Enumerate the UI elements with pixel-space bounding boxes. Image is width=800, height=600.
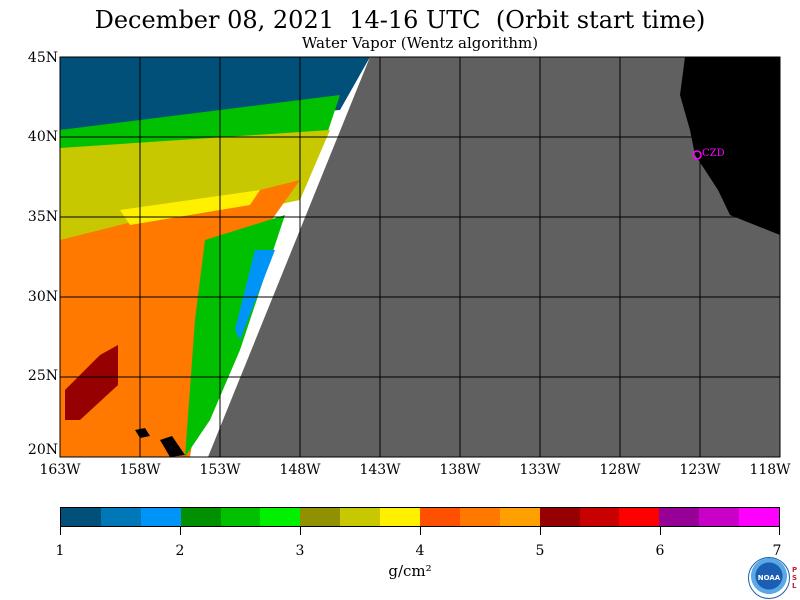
lon-label-128w: 128W [599, 462, 641, 478]
map-title: December 08, 2021 14-16 UTC (Orbit start… [94, 6, 706, 34]
noaa-logo: NOAA [748, 557, 790, 599]
colorbar-segment-6 [260, 508, 301, 526]
colorbar-segment-12 [499, 508, 540, 526]
station-label: CZD [702, 148, 725, 159]
swath-yellow-strip [120, 190, 260, 225]
lat-label-20n: 20N [27, 442, 58, 458]
colorbar-segment-7 [300, 508, 341, 526]
colorbar-segment-17 [699, 508, 740, 526]
colorbar-label-2: 2 [175, 543, 185, 559]
colorbar-segment-9 [380, 508, 421, 526]
lat-label-25n: 25N [27, 368, 58, 384]
colorbar-segment-10 [420, 508, 460, 526]
lat-label-40n: 40N [27, 129, 58, 145]
colorbar [60, 507, 780, 527]
land-north-america [680, 57, 780, 235]
colorbar-segment-1 [61, 508, 101, 526]
colorbar-segment-2 [100, 508, 141, 526]
land-hawaii [135, 428, 150, 438]
lon-label-158w: 158W [119, 462, 161, 478]
colorbar-segment-15 [619, 508, 660, 526]
colorbar-segment-13 [539, 508, 580, 526]
colorbar-segment-5 [220, 508, 261, 526]
lat-label-30n: 30N [27, 289, 58, 305]
colorbar-segment-11 [459, 508, 500, 526]
lon-label-148w: 148W [279, 462, 321, 478]
colorbar-segment-14 [579, 508, 620, 526]
psl-logo: P S L [792, 566, 798, 590]
units-label: g/cm² [388, 562, 432, 580]
colorbar-segment-18 [739, 508, 780, 526]
colorbar-segment-3 [140, 508, 181, 526]
lon-label-153w: 153W [199, 462, 241, 478]
map-subtitle: Water Vapor (Wentz algorithm) [301, 34, 539, 52]
swath-dark-red [65, 345, 118, 420]
colorbar-label-3: 3 [295, 543, 305, 559]
colorbar-label-4: 4 [415, 543, 425, 559]
lon-label-133w: 133W [519, 462, 561, 478]
lon-label-138w: 138W [439, 462, 481, 478]
colorbar-segment-16 [659, 508, 700, 526]
lon-label-163w: 163W [39, 462, 81, 478]
colorbar-label-1: 1 [55, 543, 65, 559]
colorbar-label-5: 5 [535, 543, 545, 559]
land-hawaii-2 [160, 436, 185, 457]
lon-label-123w: 123W [679, 462, 721, 478]
swath-blue-core [235, 250, 275, 340]
no-data-region [208, 57, 780, 457]
station-marker [692, 150, 702, 160]
graticule [59, 56, 781, 458]
colorbar-label-7: 7 [772, 543, 782, 559]
lat-label-35n: 35N [27, 209, 58, 225]
colorbar-segment-4 [180, 508, 221, 526]
lat-label-45n: 45N [27, 50, 58, 66]
colorbar-segment-8 [340, 508, 381, 526]
lon-label-118w: 118W [749, 462, 791, 478]
colorbar-label-6: 6 [655, 543, 665, 559]
lon-label-143w: 143W [359, 462, 401, 478]
